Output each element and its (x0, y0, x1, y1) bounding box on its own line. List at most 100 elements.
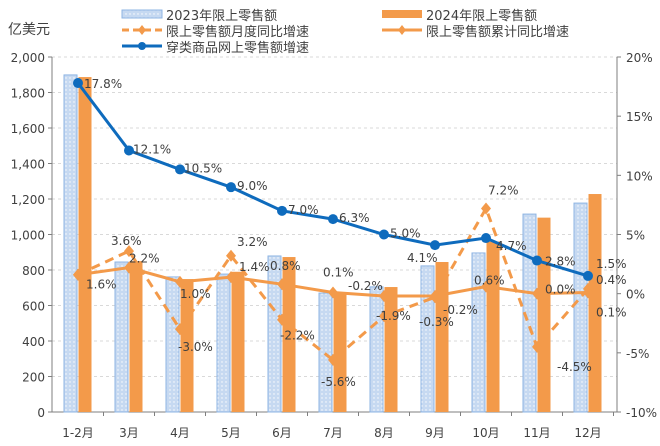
bar-2023 (114, 261, 129, 413)
online-growth-point (328, 214, 338, 225)
x-tick-label: 9月 (425, 426, 445, 440)
x-tick-label: 10月 (472, 426, 499, 440)
y-right-tick-label: 10% (626, 169, 653, 183)
data-label: 0.1% (596, 305, 627, 319)
data-label: 6.3% (339, 211, 370, 225)
x-tick-label: 12月 (574, 426, 601, 440)
online-growth-point (583, 270, 593, 281)
bar-2024 (129, 261, 143, 412)
legend-label: 穿类商品网上零售额增速 (166, 40, 309, 56)
online-growth-point (124, 145, 134, 156)
legend-label: 2023年限上零售额 (166, 8, 277, 24)
lines (73, 78, 593, 366)
monthly-growth-point (532, 340, 542, 353)
online-growth-point (379, 229, 389, 240)
data-label: 2.8% (545, 255, 576, 269)
y-right-tick-label: -10% (626, 406, 657, 420)
data-label: 10.5% (184, 161, 222, 175)
y-right-tick-label: 5% (626, 229, 645, 243)
data-label: 2.2% (129, 252, 160, 266)
data-label: -5.6% (321, 375, 356, 389)
x-tick-label: 11月 (523, 426, 550, 440)
monthly-growth-point (226, 249, 236, 262)
y-left-tick-label: 200 (22, 371, 45, 385)
data-label: 1.0% (180, 287, 211, 301)
online-growth-point (481, 233, 491, 244)
y-left-tick-label: 1,400 (11, 158, 45, 172)
x-tick-label: 5月 (221, 426, 241, 440)
x-tick-label: 3月 (119, 426, 139, 440)
data-label: 3.6% (111, 234, 142, 248)
data-labels: 3.6% -3.0% 3.2% -2.2% -5.6% -1.9% -0.3% 7.2% -4.… (84, 77, 627, 389)
data-label: 12.1% (133, 142, 171, 156)
data-label: 4.7% (496, 239, 527, 253)
y-axis-left-title: 亿美元 (8, 22, 50, 38)
y-right-tick-label: 0% (626, 288, 645, 302)
monthly-growth-point (124, 245, 134, 258)
data-label: 7.2% (488, 183, 519, 197)
axes: 0 200 400 600 800 1,000 1,200 1,400 1,600 1,800 2,… (11, 51, 657, 440)
bar-2024 (486, 241, 500, 412)
y-left-tick-label: 1,200 (11, 193, 45, 207)
online-growth-point (226, 182, 236, 193)
data-label: 0.8% (270, 259, 301, 273)
cumulative-growth-point (532, 287, 542, 300)
data-label: 5.0% (390, 227, 421, 241)
data-label: 0.0% (545, 283, 576, 297)
online-growth-point (175, 164, 185, 175)
x-tick-label: 6月 (272, 426, 292, 440)
legend-swatch-2024 (382, 10, 422, 18)
bar-2023 (267, 255, 282, 413)
cumulative-growth-point (328, 286, 338, 299)
bar-2024 (231, 271, 245, 412)
online-growth-point (430, 240, 440, 251)
bars (63, 74, 602, 413)
y-left-tick-label: 1,600 (11, 122, 45, 136)
legend-marker (138, 25, 146, 35)
y-left-tick-label: 1,800 (11, 87, 45, 101)
y-right-tick-label: -5% (626, 347, 649, 361)
cumulative-growth-point (73, 268, 83, 281)
legend-swatch-2023 (121, 9, 163, 19)
data-label: 1.4% (239, 260, 270, 274)
cumulative-growth-point (175, 275, 185, 288)
bar-2024 (282, 257, 296, 412)
data-label: -1.9% (376, 309, 411, 323)
data-label: -3.0% (178, 340, 213, 354)
data-label: 17.8% (84, 77, 122, 91)
legend-label: 2024年限上零售额 (426, 8, 537, 24)
x-tick-label: 4月 (170, 426, 190, 440)
data-label: 4.1% (407, 251, 438, 265)
legend-label: 限上零售额累计同比增速 (426, 24, 569, 40)
cumulative-growth-point (430, 290, 440, 303)
y-left-tick-label: 2,000 (11, 51, 45, 65)
data-label: 3.2% (237, 235, 268, 249)
cumulative-growth-point (379, 290, 389, 303)
data-label: 0.1% (323, 265, 354, 279)
online-growth-point (73, 78, 83, 89)
monthly-growth-line (77, 204, 590, 362)
bar-2024 (537, 217, 551, 412)
monthly-growth-point (328, 353, 338, 366)
monthly-growth-point (379, 310, 389, 323)
monthly-growth-point (277, 313, 287, 326)
monthly-growth-point (481, 202, 491, 215)
data-label: 7.0% (288, 203, 319, 217)
monthly-growth-point (175, 323, 185, 336)
bar-2024 (435, 262, 449, 412)
legend-label: 限上零售额月度同比增速 (166, 24, 309, 40)
data-label: -0.3% (419, 315, 454, 329)
bar-2024 (78, 77, 92, 413)
legend-marker (138, 42, 146, 50)
y-left-tick-label: 600 (22, 300, 45, 314)
cumulative-growth-point (583, 286, 593, 299)
y-left-tick-label: 800 (22, 264, 45, 278)
bar-2023 (471, 252, 486, 413)
bar-2023 (216, 273, 231, 413)
x-tick-label: 7月 (323, 426, 343, 440)
x-tick-label: 1-2月 (62, 426, 94, 440)
y-left-tick-label: 0 (37, 406, 45, 420)
bar-2023 (63, 74, 78, 413)
